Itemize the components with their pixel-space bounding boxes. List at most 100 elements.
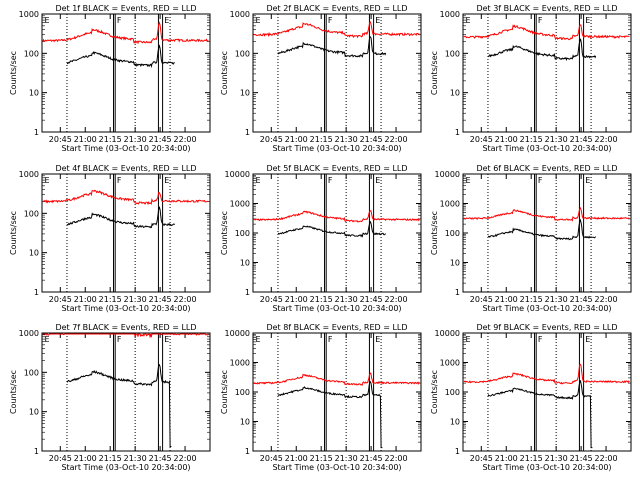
x-tick-label: 21:00 <box>495 454 518 463</box>
y-axis-label: Counts/sec <box>220 211 229 255</box>
x-tick-label: 21:30 <box>545 135 568 144</box>
events-series-line <box>66 206 176 229</box>
x-tick-label: 20:45 <box>470 295 493 304</box>
y-axis-label: Counts/sec <box>430 51 439 95</box>
x-axis-label: Start Time (03-Oct-10 20:34:00) <box>272 144 401 153</box>
y-tick-label: 10 <box>29 408 39 417</box>
y-tick-label: 1 <box>245 288 250 297</box>
x-axis-label: Start Time (03-Oct-10 20:34:00) <box>482 304 611 313</box>
interval-marker-label: E <box>44 176 49 185</box>
x-tick-label: 21:30 <box>124 295 147 304</box>
lld-series-line <box>463 24 630 41</box>
interval-marker-label: E <box>164 16 169 25</box>
panel-5: Det 5f BLACK = Events, RED = LLD 1 10 100 10… <box>220 164 422 313</box>
interval-marker-label: E <box>375 16 380 25</box>
panel-1: Det 1f BLACK = Events, RED = LLD 1 10 100 10… <box>9 4 211 153</box>
y-tick-label: 1 <box>34 288 39 297</box>
x-tick-label: 21:15 <box>520 135 543 144</box>
y-tick-label: 100 <box>235 229 250 238</box>
y-tick-label: 100 <box>445 388 460 397</box>
y-tick-label: 1 <box>34 447 39 456</box>
y-tick-label: 1000 <box>19 329 39 338</box>
y-tick-label: 1000 <box>230 200 250 209</box>
x-tick-label: 21:00 <box>74 454 97 463</box>
interval-marker-label: E <box>255 335 260 344</box>
interval-marker-label: E <box>585 176 590 185</box>
x-tick-label: 22:00 <box>174 135 197 144</box>
events-series-line <box>487 380 593 449</box>
panel-8: Det 8f BLACK = Events, RED = LLD 1 10 100 10… <box>220 323 422 472</box>
x-tick-label: 22:00 <box>385 454 408 463</box>
x-tick-label: 21:15 <box>99 135 122 144</box>
y-tick-label: 1000 <box>230 359 250 368</box>
x-tick-label: 21:00 <box>74 135 97 144</box>
y-tick-label: 10000 <box>225 170 250 179</box>
x-tick-label: 22:00 <box>385 295 408 304</box>
plot-frame <box>41 332 211 452</box>
events-series-line <box>487 218 597 241</box>
interval-marker-label: E <box>585 16 590 25</box>
x-tick-label: 21:30 <box>124 135 147 144</box>
panel-title: Det 8f BLACK = Events, RED = LLD <box>266 323 407 332</box>
interval-marker-label: E <box>465 176 470 185</box>
y-tick-label: 10 <box>29 89 39 98</box>
events-series-line <box>277 220 386 238</box>
panel-title: Det 9f BLACK = Events, RED = LLD <box>476 323 617 332</box>
y-tick-label: 10000 <box>435 329 460 338</box>
x-tick-label: 21:30 <box>335 295 358 304</box>
panel-2: Det 2f BLACK = Events, RED = LLD 1 10 100 10… <box>220 4 422 153</box>
x-tick-label: 21:45 <box>360 295 383 304</box>
y-tick-label: 100 <box>235 388 250 397</box>
x-tick-label: 20:45 <box>260 454 283 463</box>
x-tick-label: 21:45 <box>149 454 172 463</box>
x-tick-label: 20:45 <box>49 454 72 463</box>
panel-6: Det 6f BLACK = Events, RED = LLD 1 10 100 10… <box>430 164 632 313</box>
interval-marker-label: F <box>538 335 543 344</box>
x-tick-label: 21:45 <box>570 295 593 304</box>
x-tick-label: 20:45 <box>260 135 283 144</box>
x-axis-label: Start Time (03-Oct-10 20:34:00) <box>272 304 401 313</box>
plot-frame <box>462 173 632 293</box>
events-series-line <box>277 35 387 58</box>
interval-marker-label: E <box>375 176 380 185</box>
y-tick-label: 1000 <box>440 359 460 368</box>
interval-marker-label: F <box>328 335 333 344</box>
x-axis-label: Start Time (03-Oct-10 20:34:00) <box>272 463 401 472</box>
interval-marker-label: F <box>328 176 333 185</box>
x-tick-label: 21:45 <box>360 135 383 144</box>
y-tick-label: 100 <box>445 49 460 58</box>
y-tick-label: 10 <box>450 418 460 427</box>
plot-frame <box>252 332 422 452</box>
plot-frame <box>252 13 422 133</box>
x-tick-label: 21:15 <box>310 135 333 144</box>
y-axis-label: Counts/sec <box>9 370 18 414</box>
interval-marker-label: F <box>117 335 122 344</box>
interval-marker-label: F <box>117 16 122 25</box>
x-tick-label: 22:00 <box>595 135 618 144</box>
y-tick-label: 10 <box>240 89 250 98</box>
x-tick-label: 21:45 <box>149 135 172 144</box>
y-tick-label: 1000 <box>440 10 460 19</box>
x-axis-label: Start Time (03-Oct-10 20:34:00) <box>482 144 611 153</box>
x-tick-label: 21:45 <box>360 454 383 463</box>
lld-series-line <box>42 189 209 206</box>
x-tick-label: 21:15 <box>99 454 122 463</box>
x-tick-label: 21:00 <box>74 295 97 304</box>
lld-series-line <box>463 206 630 222</box>
interval-marker-label: F <box>538 176 543 185</box>
x-tick-label: 21:45 <box>570 454 593 463</box>
x-tick-label: 21:00 <box>285 135 308 144</box>
y-tick-label: 1 <box>245 447 250 456</box>
lld-series-line <box>463 363 630 385</box>
x-tick-label: 21:45 <box>149 295 172 304</box>
plot-frame <box>41 173 211 293</box>
x-axis-label: Start Time (03-Oct-10 20:34:00) <box>61 304 190 313</box>
y-tick-label: 100 <box>24 209 39 218</box>
y-axis-label: Counts/sec <box>220 51 229 95</box>
panel-title: Det 1f BLACK = Events, RED = LLD <box>55 4 196 13</box>
events-series-line <box>66 44 175 69</box>
events-series-line <box>487 38 597 62</box>
x-tick-label: 21:15 <box>520 295 543 304</box>
x-tick-label: 21:45 <box>570 135 593 144</box>
